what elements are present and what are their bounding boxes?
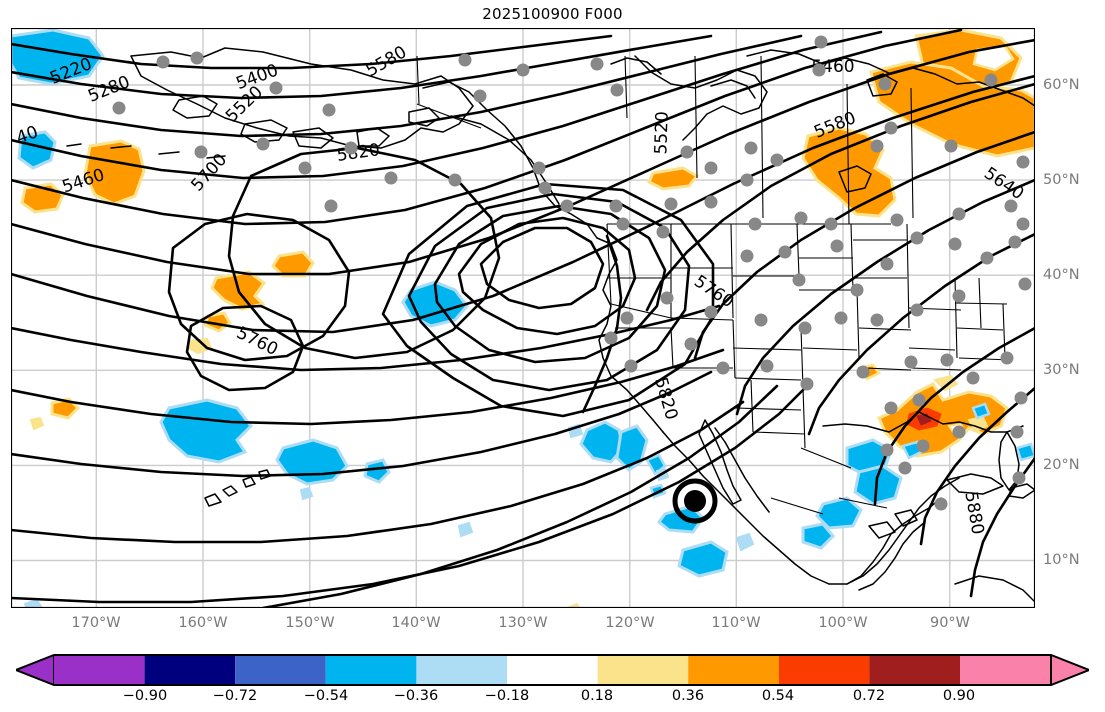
cbar-tick-0.90: 0.90 bbox=[942, 688, 976, 704]
lat-tick-40n: 40°N bbox=[1043, 267, 1080, 283]
map-plot[interactable]: 5220 5280 40 5400 5460 5520 5580 5700 58… bbox=[11, 28, 1035, 608]
lat-tick-10n: 10°N bbox=[1043, 552, 1080, 568]
height-contours bbox=[11, 28, 1035, 608]
colorbar-band-9 bbox=[778, 655, 870, 685]
colorbar-band-3 bbox=[235, 655, 326, 685]
svg-text:5520: 5520 bbox=[651, 111, 672, 155]
lon-tick-140w: 140°W bbox=[391, 615, 441, 631]
lon-tick-120w: 120°W bbox=[605, 615, 655, 631]
lon-tick-90w: 90°W bbox=[929, 615, 971, 631]
colorbar-swatches[interactable] bbox=[16, 654, 1089, 686]
colorbar-band-8 bbox=[688, 655, 779, 685]
storm-marker[interactable] bbox=[672, 478, 718, 524]
lon-tick-110w: 110°W bbox=[711, 615, 761, 631]
cbar-tick-0.36: 0.36 bbox=[671, 688, 705, 704]
lat-tick-60n: 60°N bbox=[1043, 77, 1080, 93]
map-axes[interactable]: 5220 5280 40 5400 5460 5520 5580 5700 58… bbox=[11, 28, 1035, 608]
lat-tick-30n: 30°N bbox=[1043, 362, 1080, 378]
cbar-tick--0.36: −0.36 bbox=[393, 688, 439, 704]
colorbar-under-arrow bbox=[16, 654, 55, 686]
colorbar-band-4 bbox=[325, 655, 417, 685]
cbar-tick--0.54: −0.54 bbox=[303, 688, 349, 704]
colorbar[interactable] bbox=[16, 654, 1089, 686]
colorbar-band-2 bbox=[144, 655, 236, 685]
coastlines bbox=[66, 47, 1035, 603]
cbar-tick--0.18: −0.18 bbox=[484, 688, 530, 704]
lon-tick-100w: 100°W bbox=[818, 615, 868, 631]
lon-tick-130w: 130°W bbox=[498, 615, 548, 631]
cbar-tick-0.54: 0.54 bbox=[761, 688, 795, 704]
lat-tick-20n: 20°N bbox=[1043, 457, 1080, 473]
colorbar-band-6 bbox=[507, 655, 598, 685]
colorbar-band-11 bbox=[960, 655, 1051, 685]
colorbar-band-10 bbox=[869, 655, 960, 685]
colorbar-band-7 bbox=[597, 655, 689, 685]
lat-tick-50n: 50°N bbox=[1043, 172, 1080, 188]
chart-title: 2025100900 F000 bbox=[482, 5, 623, 23]
lon-tick-170w: 170°W bbox=[71, 615, 121, 631]
colorbar-band-1 bbox=[54, 655, 145, 685]
cbar-tick-0.72: 0.72 bbox=[852, 688, 886, 704]
station-markers bbox=[112, 35, 1032, 511]
colorbar-band-5 bbox=[416, 655, 507, 685]
lon-tick-160w: 160°W bbox=[178, 615, 228, 631]
cbar-tick--0.90: −0.90 bbox=[122, 688, 168, 704]
cbar-tick-0.18: 0.18 bbox=[580, 688, 614, 704]
colorbar-over-arrow bbox=[1050, 654, 1089, 686]
lon-tick-150w: 150°W bbox=[285, 615, 335, 631]
cbar-tick--0.72: −0.72 bbox=[212, 688, 258, 704]
